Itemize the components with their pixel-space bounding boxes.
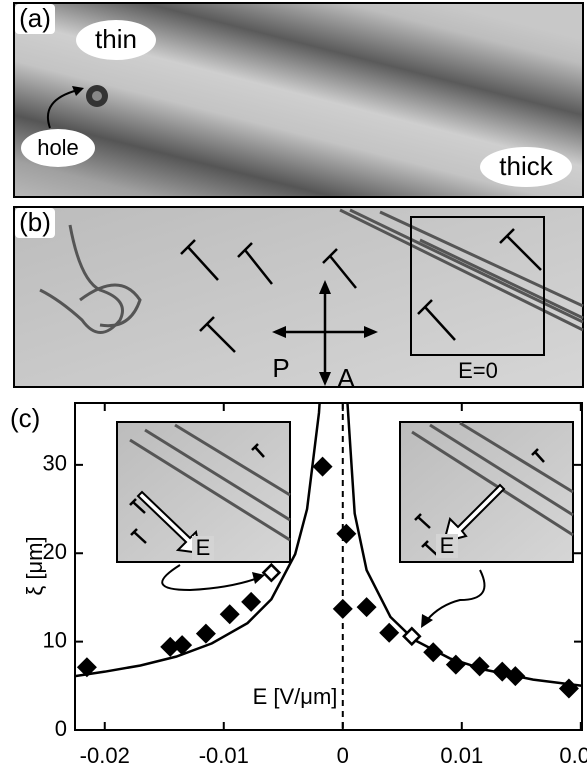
figure: (a) thin hole thick (b) P A E=0 [0, 0, 587, 774]
y-tick-label: 20 [43, 539, 67, 564]
field-label: E=0 [458, 358, 498, 383]
y-tick-label: 0 [55, 716, 67, 741]
x-tick-label: -0.02 [80, 743, 130, 768]
inset-field-label: E [440, 533, 455, 558]
analyzer-label: A [337, 363, 355, 393]
x-tick-label: 0 [337, 743, 349, 768]
hole-label: hole [37, 135, 79, 160]
x-axis-label: E [V/μm] [253, 684, 338, 709]
panel-label: (a) [19, 3, 51, 33]
x-tick-label: 0.02 [559, 743, 587, 768]
panel-label: (c) [10, 403, 40, 433]
inset-right [400, 422, 573, 562]
inset-field-label: E [196, 535, 211, 560]
page: (a) thin hole thick (b) P A E=0 [0, 0, 587, 774]
y-tick-label: 30 [43, 451, 67, 476]
panel-label: (b) [19, 207, 51, 237]
hole-center [92, 91, 102, 101]
thin-label: thin [95, 24, 137, 54]
x-tick-label: -0.01 [199, 743, 249, 768]
x-tick-label: 0.01 [440, 743, 483, 768]
polarizer-label: P [272, 353, 289, 383]
y-tick-label: 10 [43, 627, 67, 652]
thick-label: thick [499, 151, 553, 181]
